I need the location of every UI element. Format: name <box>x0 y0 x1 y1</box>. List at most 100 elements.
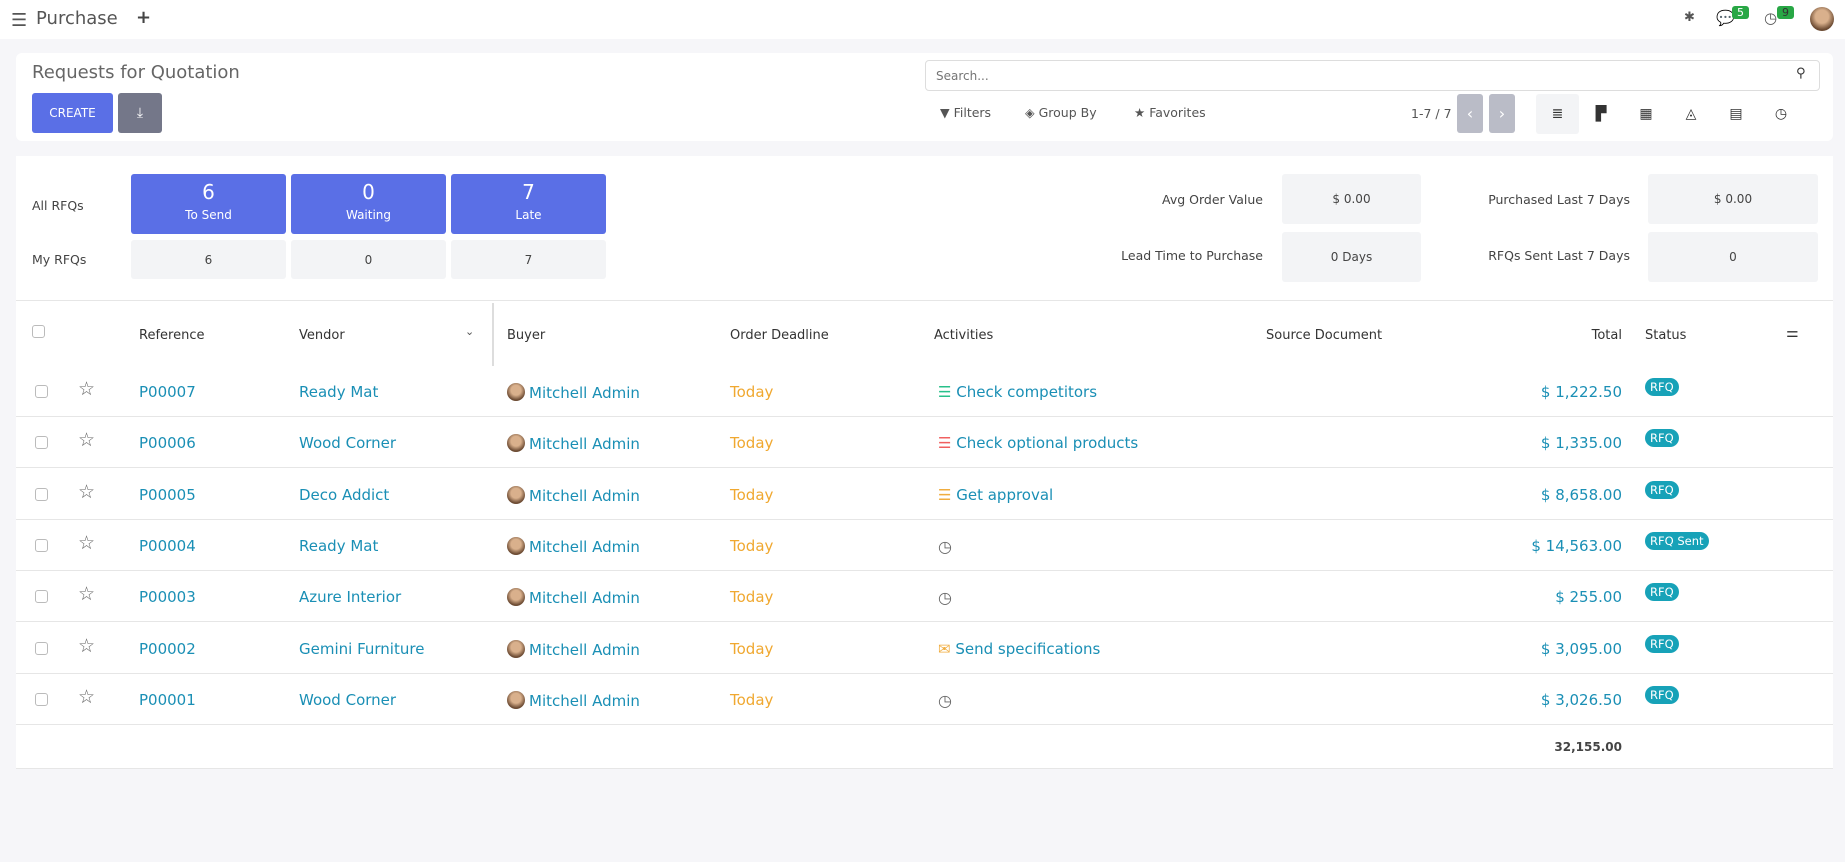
table-row[interactable]: ☆ P00005 Deco Addict Mitchell Admin Toda… <box>16 468 1833 520</box>
reference-link[interactable]: P00002 <box>139 639 196 658</box>
total-value: $ 8,658.00 <box>1540 485 1622 504</box>
vendor-link[interactable]: Ready Mat <box>299 536 379 555</box>
menu-icon[interactable]: ☰ <box>11 10 28 31</box>
my-waiting[interactable]: 0 <box>291 240 446 279</box>
pager-value[interactable]: 1-7 / 7 <box>1411 106 1452 121</box>
column-vendor[interactable]: Vendor <box>299 328 345 343</box>
favorites-button[interactable]: ★ Favorites <box>1134 105 1206 120</box>
star-icon[interactable]: ☆ <box>78 429 96 452</box>
reference-link[interactable]: P00007 <box>139 383 196 401</box>
buyer[interactable]: Mitchell Admin <box>507 434 640 453</box>
buyer[interactable]: Mitchell Admin <box>507 536 640 556</box>
table-row[interactable]: ☆ P00006 Wood Corner Mitchell Admin Toda… <box>16 417 1833 469</box>
star-icon[interactable]: ☆ <box>78 531 96 554</box>
table-row[interactable]: ☆ P00001 Wood Corner Mitchell Admin Toda… <box>16 673 1833 725</box>
status-badge: RFQ <box>1645 685 1679 704</box>
graph-view-icon[interactable]: ◬ <box>1685 106 1697 122</box>
tile-count: 6 <box>202 180 215 204</box>
buyer[interactable]: Mitchell Admin <box>507 588 640 607</box>
star-icon[interactable]: ☆ <box>78 634 96 657</box>
row-checkbox[interactable] <box>35 590 48 604</box>
clock-icon[interactable]: ◷ <box>1764 9 1778 27</box>
filters-button[interactable]: ▼ Filters <box>940 105 992 120</box>
activity-cell: ◷ <box>938 537 952 556</box>
chevron-down-icon[interactable]: ⌄ <box>465 325 475 338</box>
row-checkbox[interactable] <box>35 538 48 552</box>
pivot-view-icon[interactable]: ▦ <box>1639 106 1653 122</box>
tile-late[interactable]: 7 Late <box>451 174 606 234</box>
activity-link[interactable]: Check optional products <box>956 434 1139 453</box>
status-badge: RFQ <box>1645 480 1679 499</box>
pager-next-button[interactable]: › <box>1489 94 1515 133</box>
reference-link[interactable]: P00001 <box>139 690 196 709</box>
kanban-view-icon[interactable]: ▛ <box>1595 106 1607 122</box>
column-source-document[interactable]: Source Document <box>1266 328 1383 343</box>
vendor-link[interactable]: Ready Mat <box>299 383 379 401</box>
vendor-link[interactable]: Deco Addict <box>299 485 390 504</box>
activity-link[interactable]: Check competitors <box>956 383 1098 401</box>
star-icon[interactable]: ☆ <box>78 583 96 606</box>
chat-icon[interactable]: 💬 <box>1716 9 1735 27</box>
column-settings-icon[interactable]: ⚌ <box>1786 325 1799 341</box>
reference-link[interactable]: P00006 <box>139 434 196 453</box>
tile-to-send[interactable]: 6 To Send <box>131 174 286 234</box>
search-icon[interactable]: ⚲ <box>1796 66 1806 81</box>
list-view-icon[interactable]: ≣ <box>1536 94 1579 134</box>
table-row[interactable]: ☆ P00004 Ready Mat Mitchell Admin Today … <box>16 519 1833 571</box>
star-icon[interactable]: ☆ <box>78 480 96 503</box>
table-footer: 32,155.00 <box>16 725 1833 769</box>
vendor-link[interactable]: Gemini Furniture <box>299 639 425 658</box>
column-total[interactable]: Total <box>1591 328 1622 343</box>
column-reference[interactable]: Reference <box>139 328 205 343</box>
column-activities[interactable]: Activities <box>934 328 994 343</box>
buyer[interactable]: Mitchell Admin <box>507 690 640 710</box>
row-checkbox[interactable] <box>35 436 48 450</box>
download-icon[interactable]: ⤓ <box>118 93 162 133</box>
row-checkbox[interactable] <box>35 487 48 501</box>
create-button[interactable]: CREATE <box>32 93 113 133</box>
buyer[interactable]: Mitchell Admin <box>507 383 640 402</box>
column-order-deadline[interactable]: Order Deadline <box>730 328 829 343</box>
table-row[interactable]: ☆ P00007 Ready Mat Mitchell Admin Today … <box>16 366 1833 417</box>
clock-icon[interactable]: ◷ <box>938 588 952 608</box>
activity-link[interactable]: Get approval <box>956 485 1054 504</box>
reference-link[interactable]: P00003 <box>139 588 196 607</box>
vendor-link[interactable]: Azure Interior <box>299 588 402 607</box>
reference-link[interactable]: P00005 <box>139 485 196 504</box>
my-to-send[interactable]: 6 <box>131 240 286 279</box>
total-value: $ 3,026.50 <box>1540 690 1622 709</box>
plus-icon[interactable]: + <box>136 7 152 28</box>
table-header: Reference Vendor ⌄ Buyer Order Deadline … <box>16 300 1833 367</box>
user-avatar[interactable] <box>1810 7 1834 31</box>
column-resize-handle[interactable] <box>492 303 494 367</box>
tile-label: To Send <box>185 208 232 222</box>
pager-previous-button[interactable]: ‹ <box>1457 94 1483 133</box>
reference-link[interactable]: P00004 <box>139 536 196 555</box>
row-checkbox[interactable] <box>35 385 48 398</box>
table-row[interactable]: ☆ P00002 Gemini Furniture Mitchell Admin… <box>16 622 1833 674</box>
activity-link[interactable]: Send specifications <box>955 639 1101 658</box>
row-checkbox[interactable] <box>35 641 48 655</box>
column-status[interactable]: Status <box>1645 328 1687 343</box>
vendor-link[interactable]: Wood Corner <box>299 434 397 453</box>
calendar-view-icon[interactable]: ▤ <box>1729 106 1743 122</box>
activity-view-icon[interactable]: ◷ <box>1774 106 1788 122</box>
select-all-checkbox[interactable] <box>32 325 45 338</box>
row-checkbox[interactable] <box>35 692 48 706</box>
my-late[interactable]: 7 <box>451 240 606 279</box>
star-icon[interactable]: ☆ <box>78 378 96 400</box>
lead-time-label: Lead Time to Purchase <box>1121 248 1263 263</box>
table-row[interactable]: ☆ P00003 Azure Interior Mitchell Admin T… <box>16 571 1833 623</box>
group-by-button[interactable]: ◈ Group By <box>1025 105 1097 120</box>
clock-icon[interactable]: ◷ <box>938 690 952 710</box>
column-buyer[interactable]: Buyer <box>507 328 546 343</box>
vendor-link[interactable]: Wood Corner <box>299 690 397 709</box>
tile-waiting[interactable]: 0 Waiting <box>291 174 446 234</box>
buyer[interactable]: Mitchell Admin <box>507 485 640 505</box>
buyer[interactable]: Mitchell Admin <box>507 639 640 659</box>
buyer-avatar <box>507 383 525 401</box>
star-icon[interactable]: ☆ <box>78 685 96 708</box>
bug-icon[interactable]: ✱ <box>1684 10 1695 25</box>
search-input[interactable] <box>925 60 1820 91</box>
clock-icon[interactable]: ◷ <box>938 536 952 556</box>
